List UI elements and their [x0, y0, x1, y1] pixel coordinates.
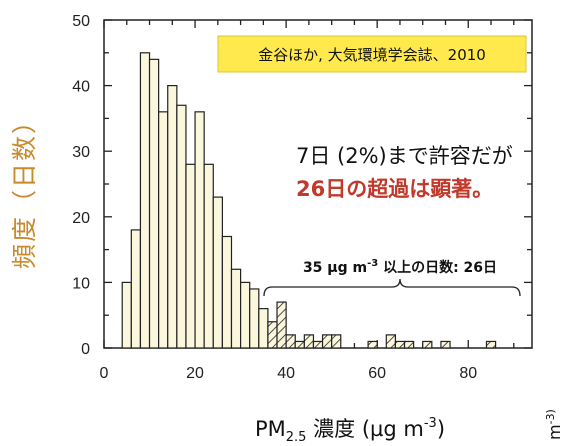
histogram-bar [285, 334, 296, 349]
citation-text: 金谷ほか, 大気環境学会誌、2010 [258, 46, 486, 64]
histogram-bar [176, 104, 187, 349]
histogram-bar [294, 340, 305, 349]
histogram-bar [303, 334, 315, 349]
bracket-label: 35 µg m-3 以上の日数: 26日 [303, 258, 497, 276]
citation-box [217, 35, 527, 73]
histogram-bar [139, 52, 151, 349]
histogram-bars [121, 52, 497, 349]
y-tick-label: 40 [72, 79, 90, 96]
x-axis-label-end: ) [437, 417, 445, 441]
note-line-2: 26日の超過は顕著。 [296, 177, 493, 201]
histogram-bar [403, 340, 415, 349]
histogram-bar [194, 111, 205, 349]
bracket-label-sup: -3 [367, 258, 378, 269]
histogram-bar [276, 301, 287, 349]
histogram-bar [221, 235, 233, 349]
x-axis-label-sup: -3 [424, 416, 437, 431]
x-tick-label: 0 [100, 365, 109, 382]
histogram-bar [249, 288, 260, 349]
bracket-label-prefix: 35 µg m [303, 260, 367, 276]
bracket-label-suffix: 以上の日数: 26日 [378, 259, 497, 276]
histogram-bar [422, 340, 433, 349]
exceedance-bracket [263, 278, 521, 297]
histogram-bar [212, 196, 223, 349]
tick-labels: 0 20 40 60 80 0 10 20 30 40 50 [72, 13, 477, 382]
histogram-bar [167, 84, 178, 349]
histogram-bar [158, 111, 169, 349]
x-tick-label: 80 [459, 365, 477, 382]
edge-sup: -3) [544, 409, 557, 424]
edge-cropped-label: m-3) [544, 409, 564, 440]
x-tick-label: 60 [368, 365, 386, 382]
x-axis-label-main: PM [255, 417, 286, 441]
histogram-bar [130, 229, 142, 349]
histogram-bar [203, 163, 214, 349]
y-tick-label: 10 [72, 275, 90, 292]
x-axis-label: PM2.5 濃度 (µg m-3) [255, 416, 445, 445]
histogram-bar [121, 281, 132, 349]
edge-glyph: m [545, 424, 564, 440]
x-axis-label-rest: 濃度 (µg m [306, 417, 423, 441]
histogram-bar [240, 281, 251, 349]
histogram-bar [267, 321, 278, 349]
histogram-bar [258, 308, 269, 349]
histogram-bar [312, 340, 324, 349]
x-tick-label: 20 [186, 365, 204, 382]
x-axis-label-sub: 2.5 [286, 430, 307, 445]
histogram-bar [394, 340, 406, 349]
y-tick-label: 30 [72, 144, 90, 161]
histogram-bar [331, 334, 342, 349]
histogram-bar [367, 340, 378, 349]
histogram-bar [385, 334, 397, 349]
y-axis-label: 頻度（日数） [10, 107, 39, 269]
histogram-bar [185, 163, 196, 349]
note-line-1: 7日 (2%)まで許容だが [296, 144, 513, 168]
y-tick-label: 50 [72, 13, 90, 30]
x-tick-label: 40 [277, 365, 295, 382]
histogram-bar [148, 58, 160, 349]
y-tick-label: 20 [72, 210, 90, 227]
histogram-bar [485, 340, 497, 349]
histogram-bar [230, 268, 242, 349]
histogram-bar [321, 334, 333, 349]
y-tick-label: 0 [81, 341, 90, 358]
histogram-bar [440, 340, 451, 349]
